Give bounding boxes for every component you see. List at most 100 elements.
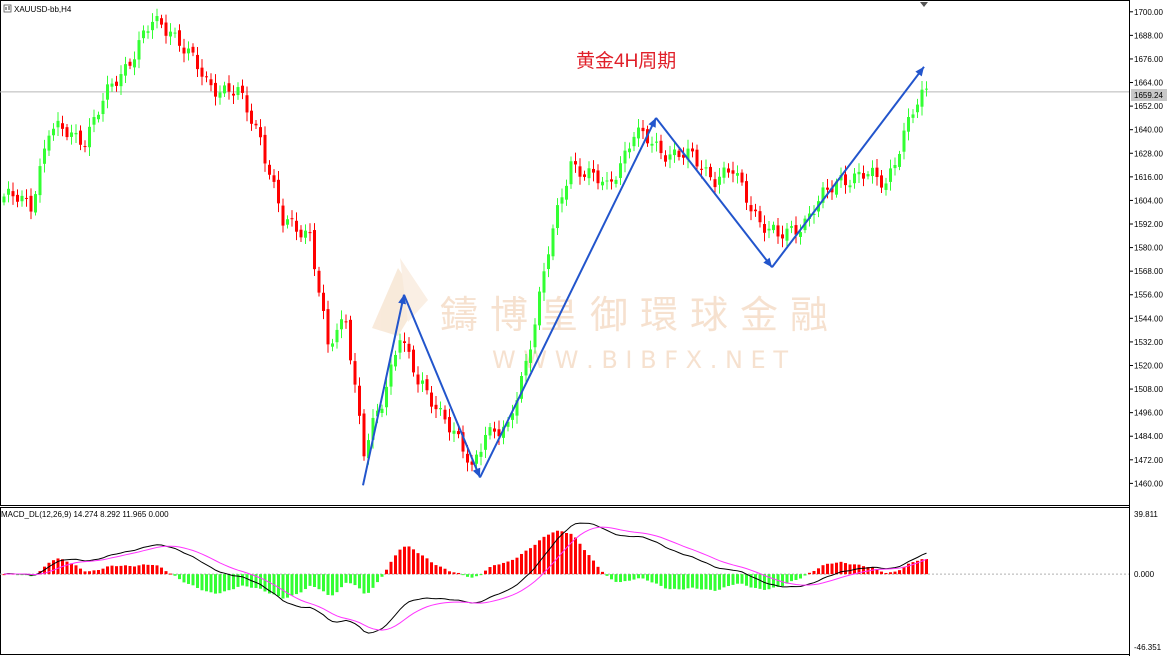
candle-body	[493, 428, 496, 432]
candle-body	[232, 93, 235, 96]
candle-body	[290, 218, 294, 220]
macd-bar	[875, 568, 879, 575]
trend-arrow-line	[362, 294, 405, 486]
candle-body	[533, 324, 537, 348]
macd-bar	[277, 574, 280, 597]
candle-body	[709, 166, 712, 178]
macd-bar	[695, 574, 699, 589]
candle-body	[475, 454, 478, 464]
macd-bar	[749, 574, 753, 588]
candle-body	[326, 309, 330, 345]
macd-bar	[844, 563, 847, 575]
candle-body	[727, 168, 730, 173]
candle-body	[835, 181, 838, 195]
candle-body	[34, 194, 37, 213]
candle-body	[853, 173, 856, 184]
macd-bar	[520, 553, 523, 575]
price-tick-label: 1676.00	[1134, 55, 1163, 64]
candle-body	[394, 354, 397, 367]
macd-tick-label: -46.351	[1134, 643, 1162, 652]
macd-bar	[835, 562, 838, 575]
macd-bar	[713, 574, 717, 591]
candle-body	[398, 340, 402, 353]
macd-bar	[632, 574, 636, 580]
candle-body	[925, 88, 928, 90]
macd-bar	[722, 574, 726, 588]
candle-body	[785, 228, 789, 241]
candle-body	[407, 343, 411, 352]
price-tick-label: 1700.00	[1134, 8, 1163, 17]
trend-arrow-head-icon	[648, 117, 656, 128]
macd-pane-border	[0, 507, 1130, 655]
macd-bar	[133, 566, 136, 575]
candle-body	[488, 427, 492, 436]
price-tick-label: 1460.00	[1134, 479, 1163, 488]
candle-body	[443, 409, 447, 420]
candle-body	[11, 191, 15, 197]
macd-bar	[97, 570, 100, 575]
symbol-header: XAUUSD-bb,H4	[3, 4, 72, 14]
price-axis: 1700.00 1688.00 1676.00 1664.00 1652.00 1640.…	[1129, 8, 1163, 488]
candle-body	[515, 400, 519, 416]
macd-bar	[704, 574, 708, 590]
candle-body	[569, 161, 573, 185]
macd-bar	[110, 565, 114, 575]
macd-bar	[281, 574, 285, 599]
macd-bar	[457, 572, 460, 575]
candle-body	[610, 179, 613, 182]
candle-body	[520, 375, 523, 399]
candle-body	[299, 229, 303, 238]
candle-body	[133, 59, 136, 68]
macd-bar	[106, 566, 109, 575]
candle-body	[70, 132, 73, 137]
macd-bar	[758, 574, 762, 589]
macd-bar	[178, 574, 181, 580]
macd-bar	[344, 574, 348, 583]
macd-bar	[371, 574, 375, 588]
candle-body	[335, 329, 339, 343]
macd-bar	[529, 548, 532, 575]
candle-body	[430, 392, 433, 407]
candle-body	[794, 225, 798, 235]
main-pane-border	[0, 0, 1130, 506]
candle-body	[218, 92, 222, 98]
candle-body	[583, 174, 586, 177]
candle-body	[412, 349, 415, 373]
candle-body	[245, 95, 249, 113]
candle-body	[659, 140, 663, 154]
chart-shift-marker-icon[interactable]	[920, 2, 928, 7]
candle-body	[736, 173, 739, 176]
macd-bar	[862, 566, 865, 575]
candle-body	[191, 46, 195, 53]
candle-body	[700, 168, 703, 170]
candle-body	[920, 89, 924, 107]
candle-body	[623, 150, 627, 164]
chart-window-icon	[3, 4, 12, 13]
candle-body	[655, 141, 658, 143]
trend-arrow-line	[771, 66, 925, 268]
candle-body	[7, 188, 10, 195]
candle-body	[101, 100, 105, 115]
candle-body	[281, 205, 285, 226]
macd-bar	[65, 561, 69, 575]
macd-bar	[466, 574, 469, 577]
current-price-label: 1659.24	[1134, 91, 1163, 100]
candle-body	[506, 421, 510, 427]
macd-bar	[826, 563, 829, 575]
candle-body	[344, 321, 348, 323]
macd-bar	[398, 549, 402, 575]
candle-body	[524, 360, 528, 376]
macd-bar	[209, 574, 213, 593]
price-tick-label: 1664.00	[1134, 79, 1163, 88]
macd-bar	[488, 567, 492, 575]
macd-bar	[898, 570, 901, 575]
macd-bar	[182, 574, 186, 583]
macd-bar	[245, 574, 249, 587]
candle-body	[79, 130, 82, 145]
macd-bar	[47, 562, 51, 575]
candle-body	[511, 413, 514, 420]
macd-bar	[569, 533, 573, 575]
candle-body	[686, 148, 690, 160]
